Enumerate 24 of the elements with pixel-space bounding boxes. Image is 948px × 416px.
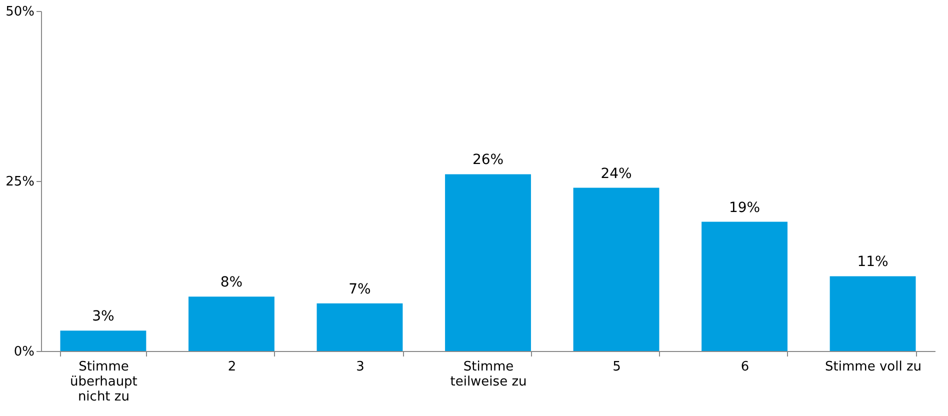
y-tick-label: 25% <box>6 174 34 190</box>
data-label: 24% <box>600 166 632 182</box>
x-tick-label: Stimme überhaupt nicht zu <box>70 360 138 404</box>
y-tick-label: 0% <box>14 344 34 360</box>
data-label: 8% <box>220 274 243 291</box>
x-tick-label: Stimme teilweise zu <box>450 360 527 390</box>
x-tick-label: 6 <box>740 360 750 374</box>
bar <box>188 296 274 351</box>
data-label: 3% <box>92 308 114 325</box>
x-tick-label: 5 <box>612 360 621 374</box>
x-tick-label: 2 <box>228 360 236 374</box>
bar <box>573 188 660 351</box>
x-tick-label: 3 <box>356 360 364 374</box>
bar <box>702 222 788 351</box>
data-label: 11% <box>857 254 888 270</box>
bar <box>316 303 403 351</box>
data-label: 7% <box>348 281 371 298</box>
data-label: 19% <box>728 200 760 216</box>
bar <box>445 174 531 351</box>
y-tick-label: 50% <box>6 4 34 20</box>
data-label: 26% <box>472 152 504 168</box>
bar <box>60 330 146 351</box>
x-tick-label: Stimme voll zu <box>825 360 922 374</box>
bar <box>830 276 916 351</box>
